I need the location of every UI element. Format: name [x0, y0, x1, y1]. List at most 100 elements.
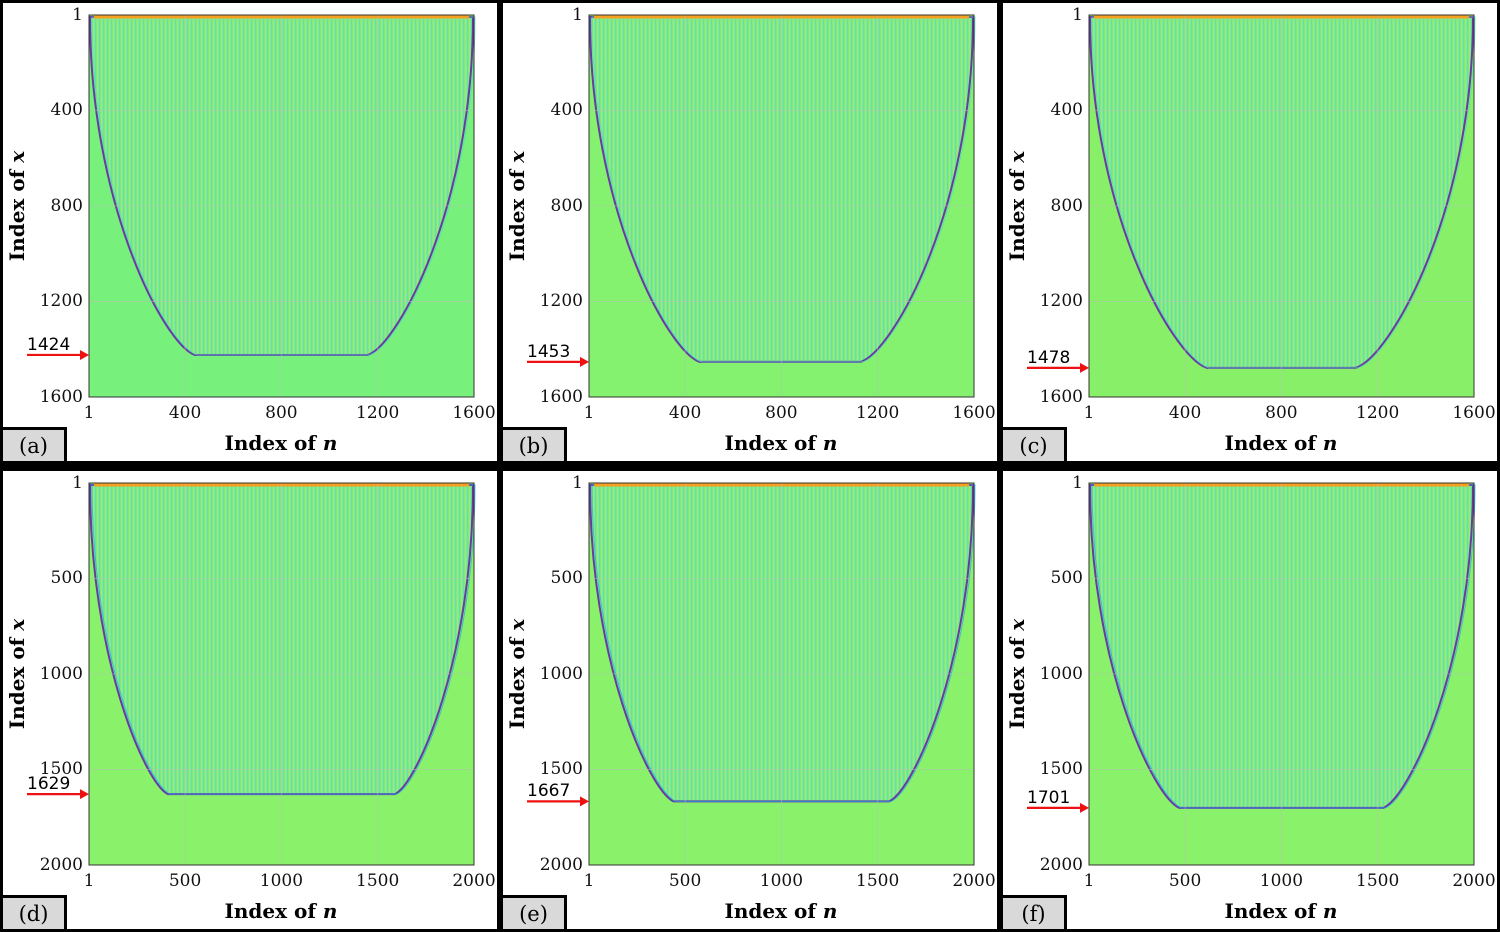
- x-axis-label: Index of n: [225, 431, 338, 455]
- chart-panel: 1 500 1000 1500 2000 1 500 1000 1500 2000 Index of…: [1003, 471, 1497, 929]
- x-axis-label-text: Index of: [724, 431, 823, 455]
- cutoff-label: 1453: [527, 341, 571, 362]
- axes-frame: [88, 14, 475, 398]
- y-tick-label: 1500: [39, 759, 83, 780]
- x-axis-label-text: Index of: [1224, 431, 1323, 455]
- x-tick-label: 1500: [356, 871, 400, 891]
- y-axis-label: Index of x: [505, 151, 529, 261]
- cutoff-label: 1478: [1027, 347, 1071, 368]
- x-tick-label: 500: [168, 871, 202, 891]
- chart-panel: 1 500 1000 1500 2000 1 500 1000 1500 2000 Index of…: [503, 471, 997, 929]
- x-tick-label: 1600: [1452, 403, 1496, 423]
- cutoff-label: 1424: [27, 334, 71, 355]
- y-tick-label: 1: [572, 5, 583, 25]
- y-axis-variable: x: [5, 150, 29, 163]
- x-tick-label: 1: [1083, 871, 1095, 891]
- y-tick-label: 1200: [39, 291, 83, 312]
- x-tick-label: 800: [265, 403, 298, 423]
- x-tick-label: 400: [668, 403, 702, 423]
- x-tick-label: 1: [1083, 403, 1095, 423]
- x-axis-label: Index of n: [725, 899, 838, 923]
- y-axis-variable: x: [5, 618, 29, 631]
- heatmap-svg: [27, 482, 476, 866]
- y-axis-label-text: Index of: [1005, 162, 1029, 262]
- y-tick-label: 1500: [1039, 759, 1083, 780]
- x-tick-label: 1: [583, 871, 595, 891]
- y-tick-label: 1: [1072, 473, 1083, 493]
- cutoff-arrowhead: [580, 356, 589, 367]
- x-tick-label: 1200: [1356, 403, 1400, 423]
- y-axis-label-text: Index of: [5, 162, 29, 262]
- y-tick-label: 1: [1072, 5, 1083, 25]
- x-tick-label: 1200: [356, 403, 400, 423]
- x-tick-label: 2000: [452, 871, 496, 891]
- y-tick-label: 1600: [539, 387, 583, 407]
- y-tick-label: 2000: [39, 855, 83, 875]
- bowl-edge-inner: [591, 16, 976, 363]
- cutoff-arrowhead: [80, 349, 89, 360]
- y-tick-label: 1500: [539, 759, 583, 780]
- y-axis-label-text: Index of: [1005, 630, 1029, 730]
- y-tick-label: 1: [72, 5, 83, 25]
- y-tick-label: 1600: [39, 387, 83, 407]
- x-tick-label: 500: [1168, 871, 1202, 891]
- y-tick-label: 1200: [1039, 291, 1083, 312]
- x-tick-label: 400: [1168, 403, 1202, 423]
- y-axis-label-text: Index of: [505, 630, 529, 730]
- y-tick-label: 500: [550, 568, 583, 589]
- x-tick-label: 2000: [952, 871, 996, 891]
- x-tick-label: 1600: [452, 403, 496, 423]
- panel-tag: (d): [3, 895, 67, 929]
- x-tick-label: 500: [668, 871, 702, 891]
- panel-tag: (e): [503, 895, 567, 929]
- x-axis-label-text: Index of: [724, 899, 823, 923]
- y-tick-label: 1600: [1039, 387, 1083, 407]
- x-axis-variable: n: [822, 899, 838, 923]
- x-tick-label: 2000: [1452, 871, 1496, 891]
- chart-panel: 1 500 1000 1500 2000 1 500 1000 1500 2000 Index of…: [3, 471, 497, 929]
- x-tick-label: 1: [83, 871, 95, 891]
- heatmap-svg: [27, 14, 476, 398]
- axes-frame: [1088, 14, 1475, 398]
- y-tick-label: 800: [550, 195, 583, 216]
- y-tick-label: 500: [1050, 568, 1083, 589]
- panel-tag: (b): [503, 427, 567, 461]
- heatmap-svg: [527, 14, 976, 398]
- y-axis-label: Index of x: [1005, 619, 1029, 729]
- x-axis-label-text: Index of: [224, 899, 323, 923]
- chart-panel: 1 400 800 1200 1600 1 400 800 1200 1600 Index of n…: [503, 3, 997, 461]
- x-axis-variable: n: [1322, 899, 1338, 923]
- x-axis-variable: n: [822, 431, 838, 455]
- x-tick-label: 800: [1265, 403, 1298, 423]
- cutoff-arrowhead: [580, 796, 589, 807]
- heatmap-svg: [1027, 14, 1476, 398]
- x-tick-label: 1: [83, 403, 95, 423]
- y-tick-label: 2000: [539, 855, 583, 875]
- y-tick-label: 1: [572, 473, 583, 493]
- x-axis-variable: n: [322, 431, 338, 455]
- bowl-edge-inner: [91, 16, 476, 356]
- y-axis-label: Index of x: [5, 151, 29, 261]
- y-tick-label: 400: [550, 100, 583, 121]
- y-tick-label: 400: [1050, 100, 1083, 121]
- axes-frame: [588, 482, 975, 866]
- panel-tag: (a): [3, 427, 67, 461]
- cutoff-label: 1667: [527, 781, 571, 802]
- axes-frame: [88, 482, 475, 866]
- axes-frame: [1088, 482, 1475, 866]
- y-axis-variable: x: [1005, 150, 1029, 163]
- y-axis-label-text: Index of: [5, 630, 29, 730]
- y-tick-label: 800: [1050, 195, 1083, 216]
- heatmap-svg: [527, 482, 976, 866]
- bowl-edge-inner: [1091, 16, 1476, 369]
- x-tick-label: 400: [168, 403, 202, 423]
- panel-tag: (f): [1003, 895, 1067, 929]
- y-axis-label-text: Index of: [505, 162, 529, 262]
- y-tick-label: 800: [50, 195, 83, 216]
- bowl-edge-inner: [91, 484, 476, 795]
- y-axis-variable: x: [505, 150, 529, 163]
- y-axis-label: Index of x: [1005, 151, 1029, 261]
- axes-frame: [588, 14, 975, 398]
- y-tick-label: 1000: [539, 663, 583, 684]
